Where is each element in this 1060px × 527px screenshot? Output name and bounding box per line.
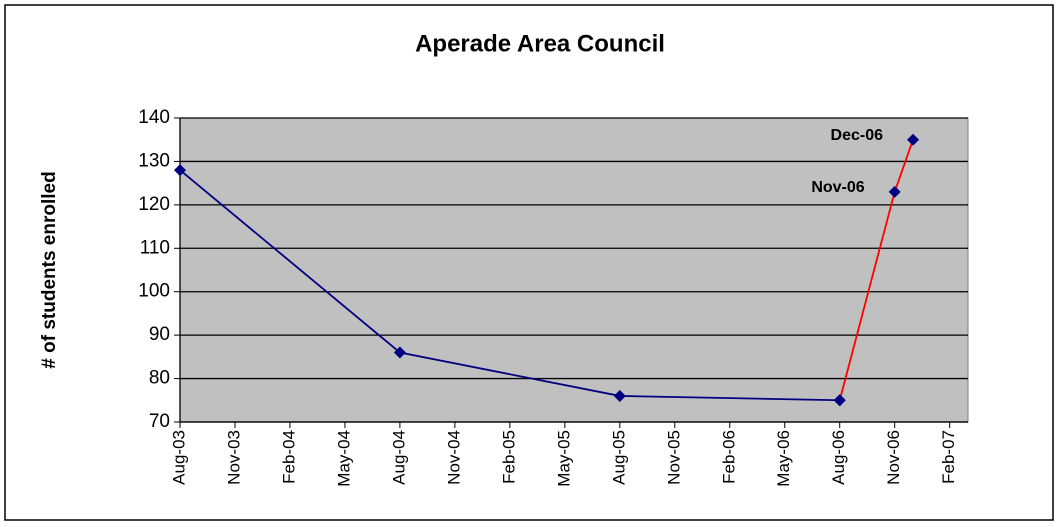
marker — [613, 389, 626, 402]
x-tick-label: Aug-04 — [389, 430, 408, 485]
x-tick-label: Nov-03 — [224, 430, 243, 485]
x-tick-label: Aug-06 — [829, 430, 848, 485]
point-label: Nov-06 — [811, 179, 864, 196]
x-tick-label: Feb-06 — [719, 430, 738, 484]
x-tick-label: Nov-06 — [884, 430, 903, 485]
marker — [833, 394, 846, 407]
marker — [174, 164, 186, 177]
y-tick-label: 130 — [138, 150, 170, 171]
y-tick-label: 70 — [149, 411, 170, 432]
x-tick-label: Nov-04 — [444, 430, 463, 485]
series-line — [179, 169, 840, 402]
y-tick-label: 80 — [149, 368, 170, 389]
marker — [393, 346, 406, 359]
x-tick-label: Feb-04 — [279, 430, 298, 484]
y-tick-label: 90 — [149, 324, 170, 345]
point-label: Dec-06 — [831, 127, 884, 144]
x-tick-label: Feb-07 — [939, 430, 958, 484]
plot-area — [179, 117, 969, 423]
y-tick-label: 140 — [138, 107, 170, 128]
x-tick-label: Feb-05 — [499, 430, 518, 484]
x-tick-label: May-05 — [554, 430, 573, 487]
x-tick-label: May-06 — [774, 430, 793, 487]
x-tick-label: Aug-03 — [169, 430, 188, 485]
x-tick-label: Nov-05 — [664, 430, 683, 485]
x-tick-label: Aug-05 — [609, 430, 628, 485]
y-tick-label: 120 — [138, 194, 170, 215]
chart-title: Aperade Area Council — [415, 30, 665, 57]
y-tick-label: 100 — [138, 281, 170, 302]
x-tick-label: May-04 — [334, 430, 353, 487]
marker — [907, 133, 920, 146]
y-tick-label: 110 — [140, 237, 170, 258]
y-axis-label: # of students enrolled — [39, 171, 60, 368]
marker — [888, 185, 901, 198]
